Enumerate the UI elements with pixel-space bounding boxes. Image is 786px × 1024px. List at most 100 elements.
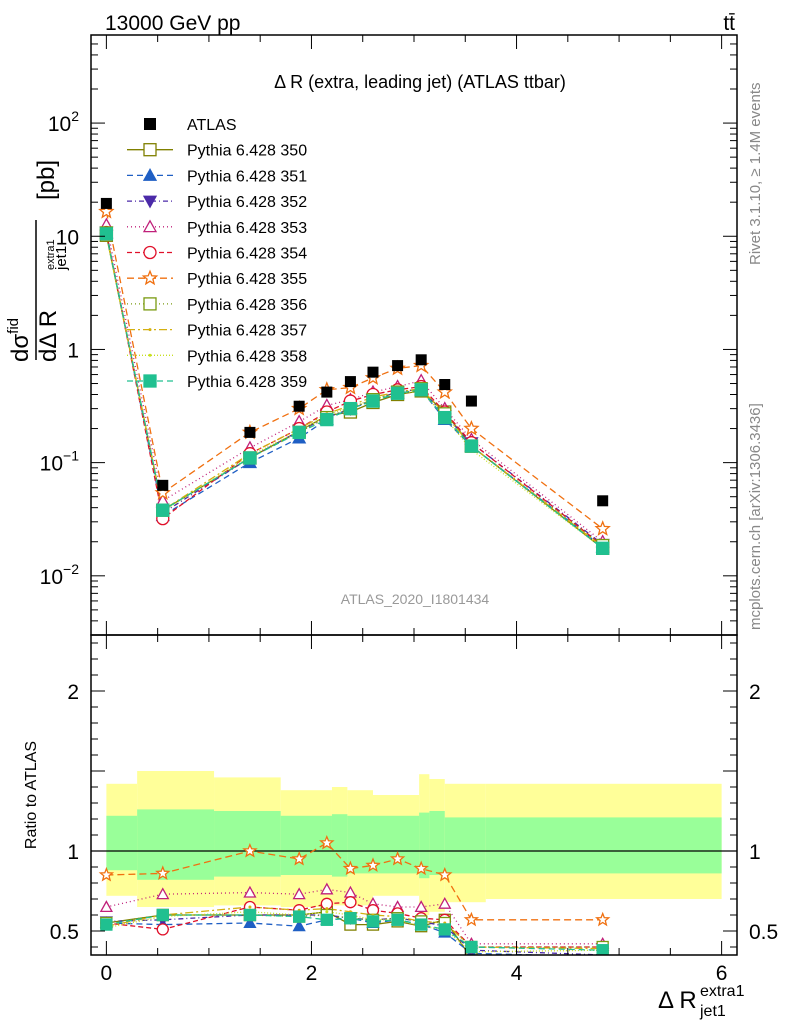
series-5-point-11 xyxy=(594,520,611,536)
series-5-point-0 xyxy=(98,202,115,219)
inner-band-0 xyxy=(106,815,138,871)
inner-band-1 xyxy=(137,809,215,880)
chart-title: Δ R (extra, leading jet) (ATLAS ttbar) xyxy=(274,72,566,92)
x-tick-label-3: 6 xyxy=(716,962,728,985)
atlas-point-4 xyxy=(321,386,333,398)
atlas-point-8 xyxy=(415,354,427,366)
ratio-5-point-10 xyxy=(463,911,480,927)
atlas-point-10 xyxy=(465,395,477,407)
y-tick-label-3: 10 xyxy=(56,226,79,249)
legend-marker-5 xyxy=(141,269,159,286)
ratio-3-point-3 xyxy=(292,887,306,900)
ratio-5-point-7 xyxy=(389,850,406,866)
x-axis-label: Δ R jet1 extra1 xyxy=(658,983,745,1020)
header-right: tt̄ xyxy=(723,12,735,35)
series-9-point-0 xyxy=(99,227,114,241)
ratio-5-point-4 xyxy=(319,834,335,850)
svg-text:extra1: extra1 xyxy=(45,239,57,270)
ratio-7-point-2 xyxy=(248,905,252,909)
ylabel-subsup: extra1 xyxy=(45,239,57,270)
ratio-9-point-11 xyxy=(596,944,609,955)
mcplots-label: mcplots.cern.ch [arXiv:1306.3436] xyxy=(747,403,764,630)
legend-marker-4 xyxy=(143,245,157,260)
atlas-data-markers xyxy=(100,197,609,507)
inner-band-4 xyxy=(331,814,348,877)
ratio-1-point-2 xyxy=(243,916,257,929)
legend-label-2: Pythia 6.428 352 xyxy=(187,194,307,211)
ratio-4-point-5 xyxy=(344,896,357,909)
legend-label-1: Pythia 6.428 351 xyxy=(187,168,307,185)
ylabel-top-sup: fid xyxy=(5,318,22,334)
series-9-point-9 xyxy=(438,410,452,425)
atlas-point-5 xyxy=(344,376,356,388)
svg-text:dσfid: dσfid xyxy=(5,318,34,362)
ratio-9-point-2 xyxy=(243,908,257,922)
ratio-9-point-9 xyxy=(438,923,451,936)
ratio-3-point-4 xyxy=(320,882,334,895)
legend: ATLAS Pythia 6.428 350 Pythia 6.428 351 Pyt… xyxy=(127,117,307,391)
watermark: ATLAS_2020_I1801434 xyxy=(341,591,490,607)
ratio-9-point-1 xyxy=(156,908,169,922)
ratio-9-point-10 xyxy=(465,940,478,954)
series-5-point-10 xyxy=(463,419,480,436)
y-tick-label-0: 10−2 xyxy=(40,561,80,589)
rivet-label: Rivet 3.1.10, ≥ 1.4M events xyxy=(747,83,764,266)
ratio-axis-label: Ratio to ATLAS xyxy=(23,741,40,849)
atlas-point-9 xyxy=(439,379,451,391)
atlas-point-2 xyxy=(244,426,256,438)
svg-text:extra1: extra1 xyxy=(700,983,745,1000)
series-9-point-7 xyxy=(390,386,405,400)
series-9-point-2 xyxy=(243,451,257,465)
ratio-8-point-4 xyxy=(325,910,329,914)
ratio-bands xyxy=(106,771,722,915)
series-9-point-4 xyxy=(320,412,334,427)
ratio-7-point-4 xyxy=(325,907,329,911)
legend-label-7: Pythia 6.428 357 xyxy=(187,323,307,340)
ratio-tick-label-right-2: 2 xyxy=(749,681,761,704)
xlabel-sup: extra1 xyxy=(700,983,745,1000)
ratio-5-point-5 xyxy=(342,860,359,876)
xlabel-sub: jet1 xyxy=(699,1003,726,1020)
atlas-point-1 xyxy=(157,479,169,491)
legend-label-6: Pythia 6.428 356 xyxy=(187,297,307,314)
legend-marker-atlas xyxy=(144,118,156,130)
legend-label-4: Pythia 6.428 354 xyxy=(187,246,307,263)
series-9-point-8 xyxy=(414,383,428,397)
ratio-3-point-9 xyxy=(438,896,452,909)
ratio-tick-label-right-1: 1 xyxy=(749,841,761,864)
x-tick-label-2: 4 xyxy=(511,962,523,985)
ratio-5-point-11 xyxy=(594,911,611,927)
legend-marker-2 xyxy=(142,195,158,209)
ratio-3-point-2 xyxy=(243,885,257,898)
ratio-9-point-8 xyxy=(415,918,428,931)
legend-label-atlas: ATLAS xyxy=(187,117,237,134)
inner-band-7 xyxy=(419,812,430,879)
x-tick-label-1: 2 xyxy=(306,962,318,985)
ratio-tick-label-0: 0.5 xyxy=(50,921,79,944)
ratio-series-markers xyxy=(98,834,611,955)
ratio-5-point-3 xyxy=(291,850,307,866)
ratio-9-point-4 xyxy=(320,913,333,926)
ratio-tick-label-2: 2 xyxy=(67,681,79,704)
series-line-6 xyxy=(105,232,604,547)
ratio-9-point-3 xyxy=(293,910,306,923)
series-line-5 xyxy=(105,211,604,530)
series-9-point-3 xyxy=(292,425,306,440)
legend-marker-8 xyxy=(148,353,152,357)
ratio-1-point-3 xyxy=(292,919,306,932)
legend-label-8: Pythia 6.428 358 xyxy=(187,348,307,365)
legend-marker-1 xyxy=(142,168,158,181)
y-tick-label-4: 102 xyxy=(48,108,79,136)
legend-marker-7 xyxy=(148,328,152,332)
ratio-3-point-8 xyxy=(414,900,428,913)
svg-text:jet1: jet1 xyxy=(53,246,70,271)
y-tick-label-1: 10−1 xyxy=(40,448,80,476)
axis-ticks xyxy=(91,34,737,955)
legend-marker-0 xyxy=(143,143,157,157)
y-tick-label-2: 1 xyxy=(67,339,79,362)
ylabel-sub: jet1 xyxy=(53,246,70,271)
atlas-point-3 xyxy=(293,400,305,412)
atlas-point-0 xyxy=(100,197,112,209)
ratio-9-point-0 xyxy=(100,918,113,931)
inner-band-10 xyxy=(485,817,722,874)
